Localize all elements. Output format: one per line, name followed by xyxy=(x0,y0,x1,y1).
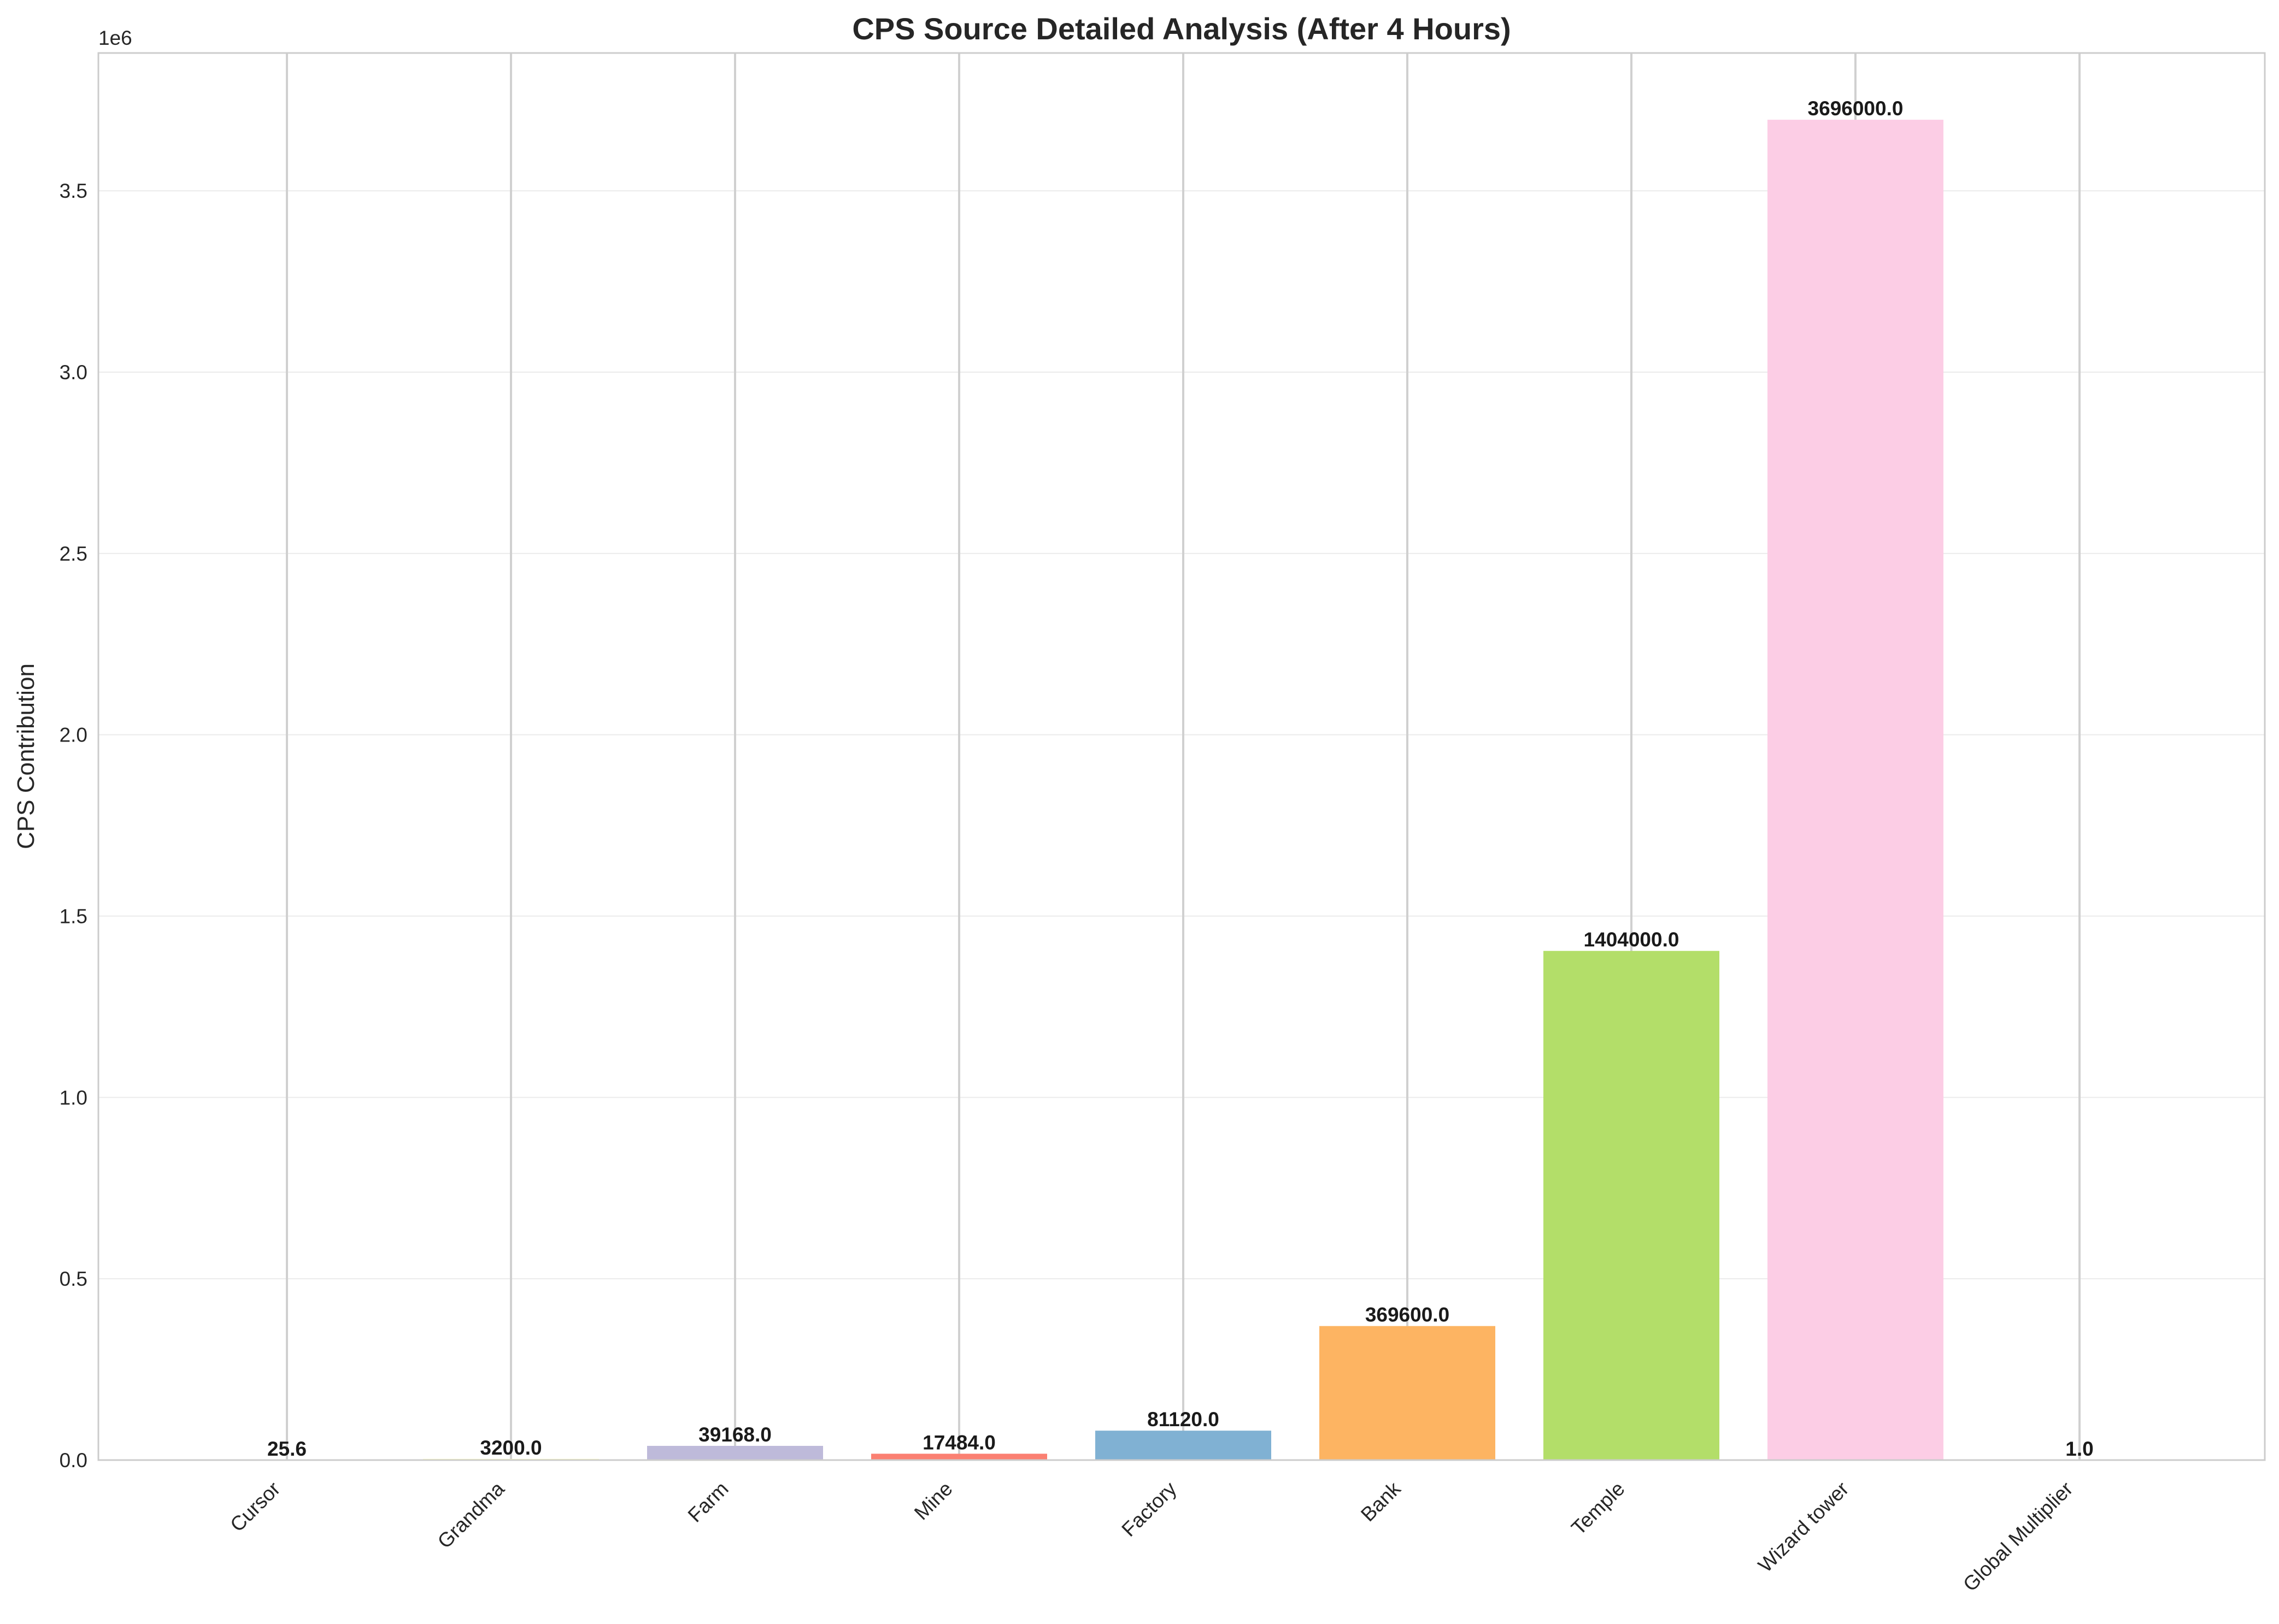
y-tick-label: 2.0 xyxy=(60,724,87,746)
bar-value-label: 17484.0 xyxy=(923,1431,996,1454)
bar-wizard-tower xyxy=(1767,120,1943,1460)
y-tick-label: 1.5 xyxy=(60,905,87,928)
y-tick-label: 2.5 xyxy=(60,543,87,565)
bar-factory xyxy=(1095,1431,1271,1460)
y-axis-label: CPS Contribution xyxy=(13,663,39,849)
bar-temple xyxy=(1543,951,1719,1460)
bar-value-label: 369600.0 xyxy=(1365,1304,1449,1326)
bar-value-label: 1.0 xyxy=(2065,1438,2093,1460)
bar-mine xyxy=(871,1454,1047,1460)
y-axis-scale-label: 1e6 xyxy=(98,27,132,49)
y-tick-label: 3.5 xyxy=(60,180,87,202)
y-tick-label: 0.5 xyxy=(60,1268,87,1290)
bar-farm xyxy=(647,1446,823,1460)
y-tick-label: 0.0 xyxy=(60,1449,87,1472)
bar-value-label: 3696000.0 xyxy=(1808,97,1904,120)
y-tick-label: 1.0 xyxy=(60,1086,87,1109)
chart-title: CPS Source Detailed Analysis (After 4 Ho… xyxy=(852,11,1511,46)
bar-value-label: 81120.0 xyxy=(1147,1408,1219,1431)
bar-value-label: 1404000.0 xyxy=(1584,928,1679,951)
bar-value-label: 39168.0 xyxy=(698,1423,772,1446)
bar-bank xyxy=(1319,1326,1495,1460)
bar-value-label: 25.6 xyxy=(267,1438,307,1460)
y-tick-label: 3.0 xyxy=(60,361,87,384)
bar-value-label: 3200.0 xyxy=(480,1437,542,1459)
